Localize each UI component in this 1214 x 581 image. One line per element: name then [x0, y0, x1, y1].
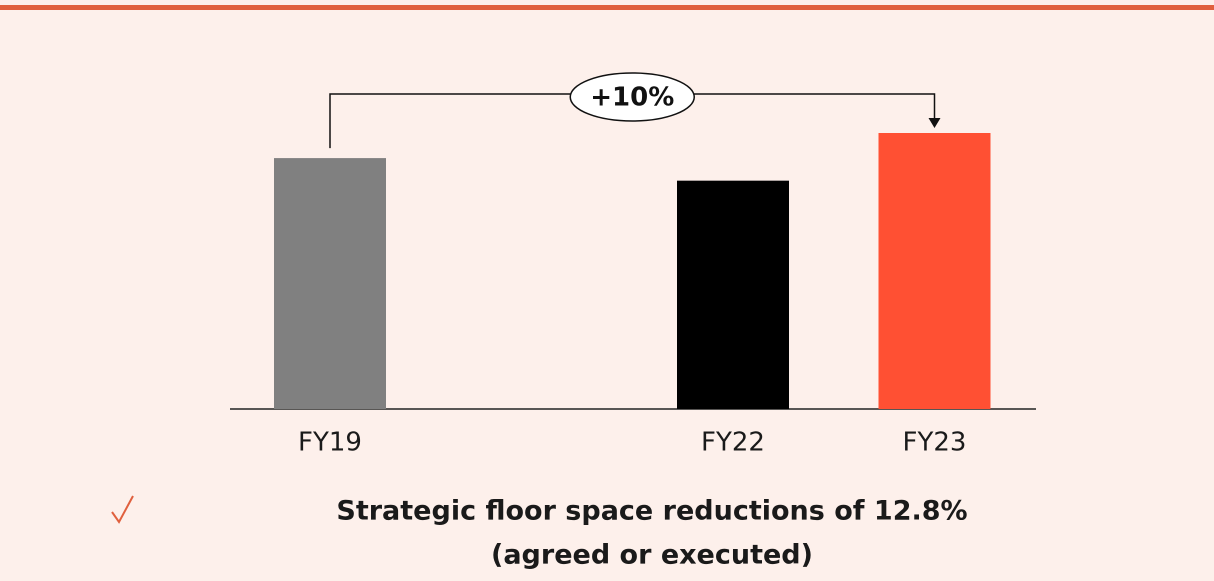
bar	[677, 180, 789, 409]
x-tick-label: FY19	[298, 428, 362, 458]
note-line: (agreed or executed)	[491, 540, 813, 571]
x-tick-label: FY23	[903, 428, 967, 458]
bar	[878, 133, 991, 409]
top-rule	[0, 5, 1214, 10]
check-icon	[111, 495, 134, 524]
arrow-head	[928, 118, 941, 128]
x-tick-label: FY22	[701, 428, 765, 458]
annotation: +10%	[590, 83, 674, 113]
annotation-bubble	[569, 72, 695, 122]
bar	[274, 158, 386, 409]
note-line: Strategic floor space reductions of 12.8…	[336, 496, 967, 527]
